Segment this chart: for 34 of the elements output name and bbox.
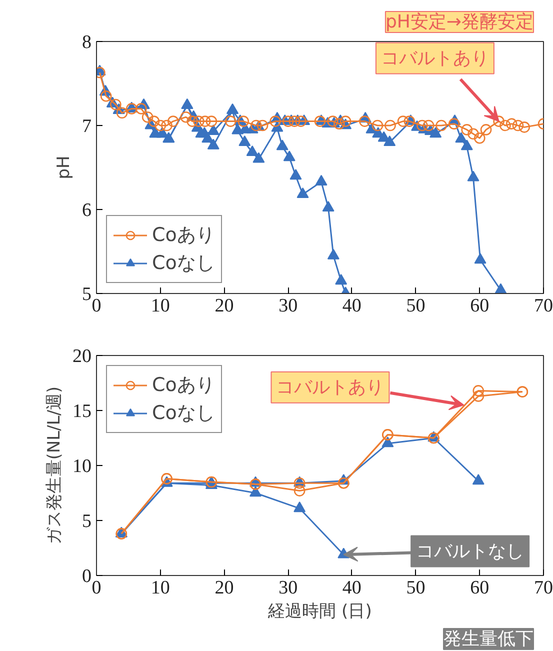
x-tick-label: 30	[278, 578, 298, 598]
annotation: コバルトあり	[380, 48, 489, 69]
y-tick-label: 20	[72, 346, 92, 367]
legend-label: Coあり	[152, 223, 215, 248]
x-tick-label: 10	[150, 578, 170, 598]
x-tick-label: 70	[534, 578, 553, 598]
legend-label: Coなし	[152, 401, 215, 426]
x-tick-label: 50	[406, 578, 426, 598]
x-tick-label: 50	[406, 296, 426, 316]
annotation: コバルトなし	[416, 540, 524, 562]
y-tick-label: 5	[82, 511, 92, 532]
x-tick-label: 20	[214, 578, 234, 598]
x-tick-label: 40	[342, 578, 362, 598]
x-tick-label: 70	[534, 296, 553, 316]
x-tick-label: 60	[470, 296, 490, 316]
y-tick-label: 7	[82, 116, 92, 137]
y-tick-label: 5	[82, 284, 92, 305]
y-tick-label: 10	[72, 456, 92, 477]
x-tick-label: 40	[342, 296, 362, 316]
y-tick-label: 8	[82, 32, 92, 53]
y-axis-title: pH	[54, 156, 74, 180]
text: 発生量低下	[444, 628, 534, 650]
x-tick-label: 10	[150, 296, 170, 316]
x-tick-label: 60	[470, 578, 490, 598]
x-tick-label: 30	[278, 296, 298, 316]
x-axis-title: 経過時間 (日)	[267, 602, 372, 622]
y-axis-title: ガス発生量(NL/L/週)	[44, 386, 64, 545]
y-tick-label: 15	[72, 401, 92, 422]
legend-label: Coなし	[152, 251, 215, 276]
annotation: コバルトあり	[276, 376, 384, 398]
legend-label: Coあり	[152, 373, 215, 398]
text: pH安定→発酵安定	[385, 12, 534, 32]
y-tick-label: 6	[82, 200, 92, 221]
x-tick-label: 20	[214, 296, 234, 316]
